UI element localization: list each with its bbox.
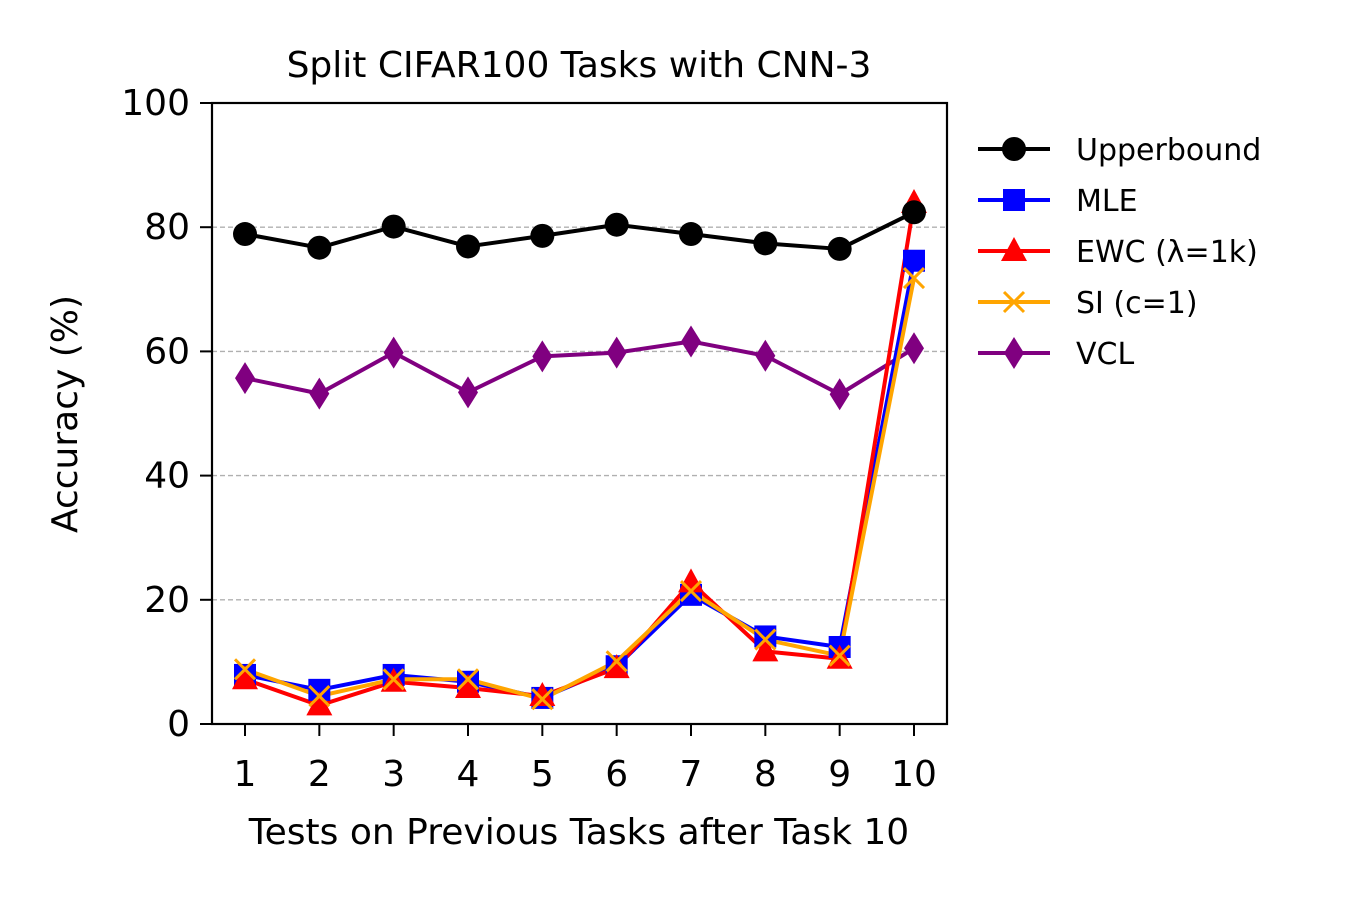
- data-point-ewc-1k: [603, 654, 630, 679]
- series-markers-vcl: [235, 325, 924, 411]
- data-point-vcl: [383, 336, 404, 369]
- data-point-mle: [903, 249, 925, 272]
- data-point-vcl: [309, 377, 330, 410]
- plot-frame: [210, 101, 949, 726]
- data-point-vcl: [606, 336, 627, 369]
- series-line-ewc-1k: [244, 202, 916, 708]
- legend-item-si-c-1: SI (c=1): [978, 286, 1198, 321]
- series-line-upperbound: [244, 210, 915, 251]
- x-tick-label: 5: [531, 754, 554, 795]
- data-point-vcl: [235, 362, 255, 395]
- data-point-si-c-1: [531, 688, 554, 711]
- legend-item-mle: MLE: [978, 184, 1138, 219]
- y-tick-label: 20: [144, 580, 190, 621]
- data-point-upperbound: [753, 231, 778, 256]
- data-point-si-c-1: [679, 580, 703, 603]
- x-axis-label: Tests on Previous Tasks after Task 10: [248, 812, 909, 853]
- data-point-upperbound: [381, 214, 406, 239]
- legend-marker: [1002, 137, 1026, 161]
- x-tick-label: 4: [457, 754, 480, 795]
- grid: [212, 226, 947, 601]
- data-point-ewc-1k: [529, 682, 556, 707]
- data-point-si-c-1: [605, 650, 628, 673]
- series-line-si-c-1: [244, 277, 916, 702]
- legend-marker: [1004, 337, 1024, 369]
- legend-item-vcl: VCL: [978, 337, 1134, 372]
- legend: Upperbound MLE EWC (λ=1k) SI (c=1) VCL: [978, 133, 1261, 372]
- series-markers-si-c-1: [233, 267, 926, 711]
- legend-marker: [1001, 237, 1027, 261]
- data-point-mle: [308, 678, 331, 701]
- data-point-upperbound: [679, 222, 703, 247]
- data-point-mle: [754, 625, 777, 648]
- data-point-si-c-1: [828, 644, 851, 667]
- y-tick-label: 100: [121, 83, 190, 124]
- data-point-upperbound: [456, 234, 480, 259]
- data-point-vcl: [829, 378, 850, 411]
- y-tick-label: 60: [144, 331, 190, 372]
- x-tick-label: 2: [308, 754, 331, 795]
- data-point-si-c-1: [902, 267, 926, 290]
- data-point-upperbound: [307, 235, 332, 260]
- legend-marker: [1002, 290, 1026, 314]
- data-point-upperbound: [902, 200, 926, 225]
- x-tick-label: 8: [754, 754, 777, 795]
- series-markers: [232, 188, 927, 716]
- legend-label: EWC (λ=1k): [1076, 235, 1258, 270]
- x-tick-label: 7: [680, 754, 703, 795]
- series-lines: [244, 202, 916, 708]
- legend-label: MLE: [1076, 184, 1138, 219]
- series-markers-mle: [234, 249, 925, 709]
- legend-marker: [1003, 189, 1025, 211]
- legend-label: VCL: [1076, 337, 1134, 372]
- y-tick-label: 80: [144, 207, 190, 248]
- x-tick-label: 3: [382, 754, 405, 795]
- legend-label: Upperbound: [1076, 133, 1261, 168]
- data-point-upperbound: [604, 212, 629, 237]
- data-point-vcl: [755, 339, 776, 372]
- data-point-upperbound: [530, 223, 555, 248]
- data-point-si-c-1: [233, 658, 257, 681]
- series-markers-ewc-1k: [232, 188, 927, 716]
- data-point-ewc-1k: [455, 673, 481, 698]
- x-tick-label: 1: [234, 754, 257, 795]
- data-point-si-c-1: [456, 668, 480, 691]
- series-line-mle: [244, 260, 916, 700]
- y-axis-ticks: 0 20 40 60 80 100: [121, 83, 212, 745]
- x-axis-ticks: 1 2 3 4 5 6 7 8 9 10: [234, 724, 937, 795]
- data-point-vcl: [681, 325, 701, 358]
- x-tick-label: 6: [605, 754, 628, 795]
- y-tick-label: 0: [167, 704, 190, 745]
- chart-title: Split CIFAR100 Tasks with CNN-3: [287, 45, 872, 86]
- x-tick-label: 9: [828, 754, 851, 795]
- y-tick-label: 40: [144, 456, 190, 497]
- data-point-si-c-1: [754, 628, 777, 651]
- series-markers-upperbound: [233, 200, 926, 261]
- data-point-si-c-1: [308, 684, 331, 708]
- y-axis-label: Accuracy (%): [45, 295, 86, 533]
- data-point-vcl: [458, 376, 478, 409]
- data-point-ewc-1k: [306, 691, 333, 716]
- series-line-vcl: [244, 339, 916, 397]
- legend-item-ewc-1k: EWC (λ=1k): [978, 235, 1258, 270]
- x-tick-label: 10: [891, 754, 937, 795]
- data-point-upperbound: [827, 236, 852, 261]
- legend-item-upperbound: Upperbound: [978, 133, 1261, 168]
- data-point-vcl: [532, 340, 553, 373]
- legend-label: SI (c=1): [1076, 286, 1198, 321]
- data-point-upperbound: [233, 222, 257, 247]
- data-point-si-c-1: [382, 668, 405, 691]
- data-point-ewc-1k: [752, 637, 779, 662]
- data-point-ewc-1k: [232, 665, 258, 690]
- data-point-vcl: [904, 332, 924, 365]
